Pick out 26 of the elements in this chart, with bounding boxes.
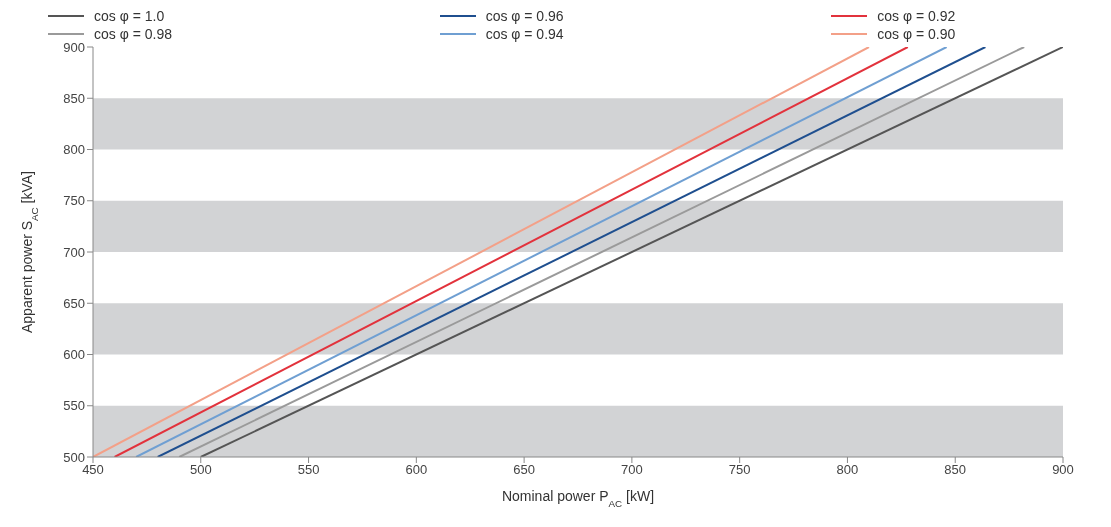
- y-tick-label: 550: [63, 398, 85, 414]
- x-tick-label: 700: [621, 462, 643, 478]
- x-tick-label: 800: [836, 462, 859, 478]
- y-tick-label: 650: [63, 295, 85, 311]
- x-tick-label: 750: [728, 462, 751, 478]
- y-tick-label: 850: [63, 90, 85, 106]
- x-tick-label: 900: [1052, 462, 1074, 478]
- y-tick-label: 800: [63, 142, 85, 158]
- x-tick-label: 550: [297, 462, 320, 478]
- legend-label: cos φ = 0.92: [877, 8, 956, 24]
- y-tick-label: 700: [63, 244, 85, 260]
- legend-label: cos φ = 0.98: [94, 26, 172, 42]
- y-tick-label: 750: [63, 193, 85, 209]
- x-axis-title: Nominal power P$_{AC}$ [kW]: [501, 488, 655, 509]
- legend-label: cos φ = 0.90: [877, 26, 956, 42]
- x-tick-label: 600: [405, 462, 428, 478]
- legend-label: cos φ = 0.96: [485, 8, 564, 24]
- y-tick-label: 600: [63, 347, 85, 363]
- x-tick-label: 500: [189, 462, 212, 478]
- y-tick-label: 500: [63, 449, 85, 465]
- legend-label: cos φ = 1.0: [94, 8, 165, 24]
- x-tick-label: 650: [513, 462, 535, 478]
- x-tick-label: 450: [82, 462, 104, 478]
- legend-label: cos φ = 0.94: [485, 26, 564, 42]
- y-tick-label: 900: [63, 39, 85, 55]
- x-tick-label: 850: [944, 462, 967, 478]
